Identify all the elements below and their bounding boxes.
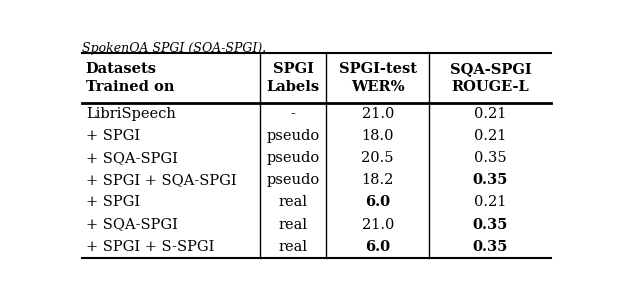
Text: 0.21: 0.21: [474, 129, 507, 143]
Text: 0.35: 0.35: [474, 151, 507, 165]
Text: 0.21: 0.21: [474, 195, 507, 209]
Text: + SPGI: + SPGI: [86, 129, 140, 143]
Text: real: real: [279, 195, 308, 209]
Text: SQA-SPGI
ROUGE-L: SQA-SPGI ROUGE-L: [449, 62, 531, 94]
Text: 0.35: 0.35: [473, 218, 508, 232]
Text: + SQA-SPGI: + SQA-SPGI: [86, 151, 177, 165]
Text: 18.2: 18.2: [362, 173, 394, 187]
Text: 6.0: 6.0: [365, 240, 391, 253]
Text: pseudo: pseudo: [266, 173, 320, 187]
Text: 6.0: 6.0: [365, 195, 391, 209]
Text: pseudo: pseudo: [266, 129, 320, 143]
Text: + SPGI + S-SPGI: + SPGI + S-SPGI: [86, 240, 214, 253]
Text: + SQA-SPGI: + SQA-SPGI: [86, 218, 177, 232]
Text: 20.5: 20.5: [362, 151, 394, 165]
Text: 0.21: 0.21: [474, 107, 507, 121]
Text: pseudo: pseudo: [266, 151, 320, 165]
Text: -: -: [291, 107, 295, 121]
Text: SPGI
Labels: SPGI Labels: [267, 62, 320, 94]
Text: 21.0: 21.0: [362, 107, 394, 121]
Text: real: real: [279, 218, 308, 232]
Text: LibriSpeech: LibriSpeech: [86, 107, 176, 121]
Text: + SPGI + SQA-SPGI: + SPGI + SQA-SPGI: [86, 173, 237, 187]
Text: 0.35: 0.35: [473, 240, 508, 253]
Text: 18.0: 18.0: [362, 129, 394, 143]
Text: + SPGI: + SPGI: [86, 195, 140, 209]
Text: 21.0: 21.0: [362, 218, 394, 232]
Text: 0.35: 0.35: [473, 173, 508, 187]
Text: real: real: [279, 240, 308, 253]
Text: Datasets
Trained on: Datasets Trained on: [86, 62, 174, 94]
Text: SpokenQA SPGI (SQA-SPGI).: SpokenQA SPGI (SQA-SPGI).: [82, 42, 266, 55]
Text: SPGI-test
WER%: SPGI-test WER%: [339, 62, 417, 94]
